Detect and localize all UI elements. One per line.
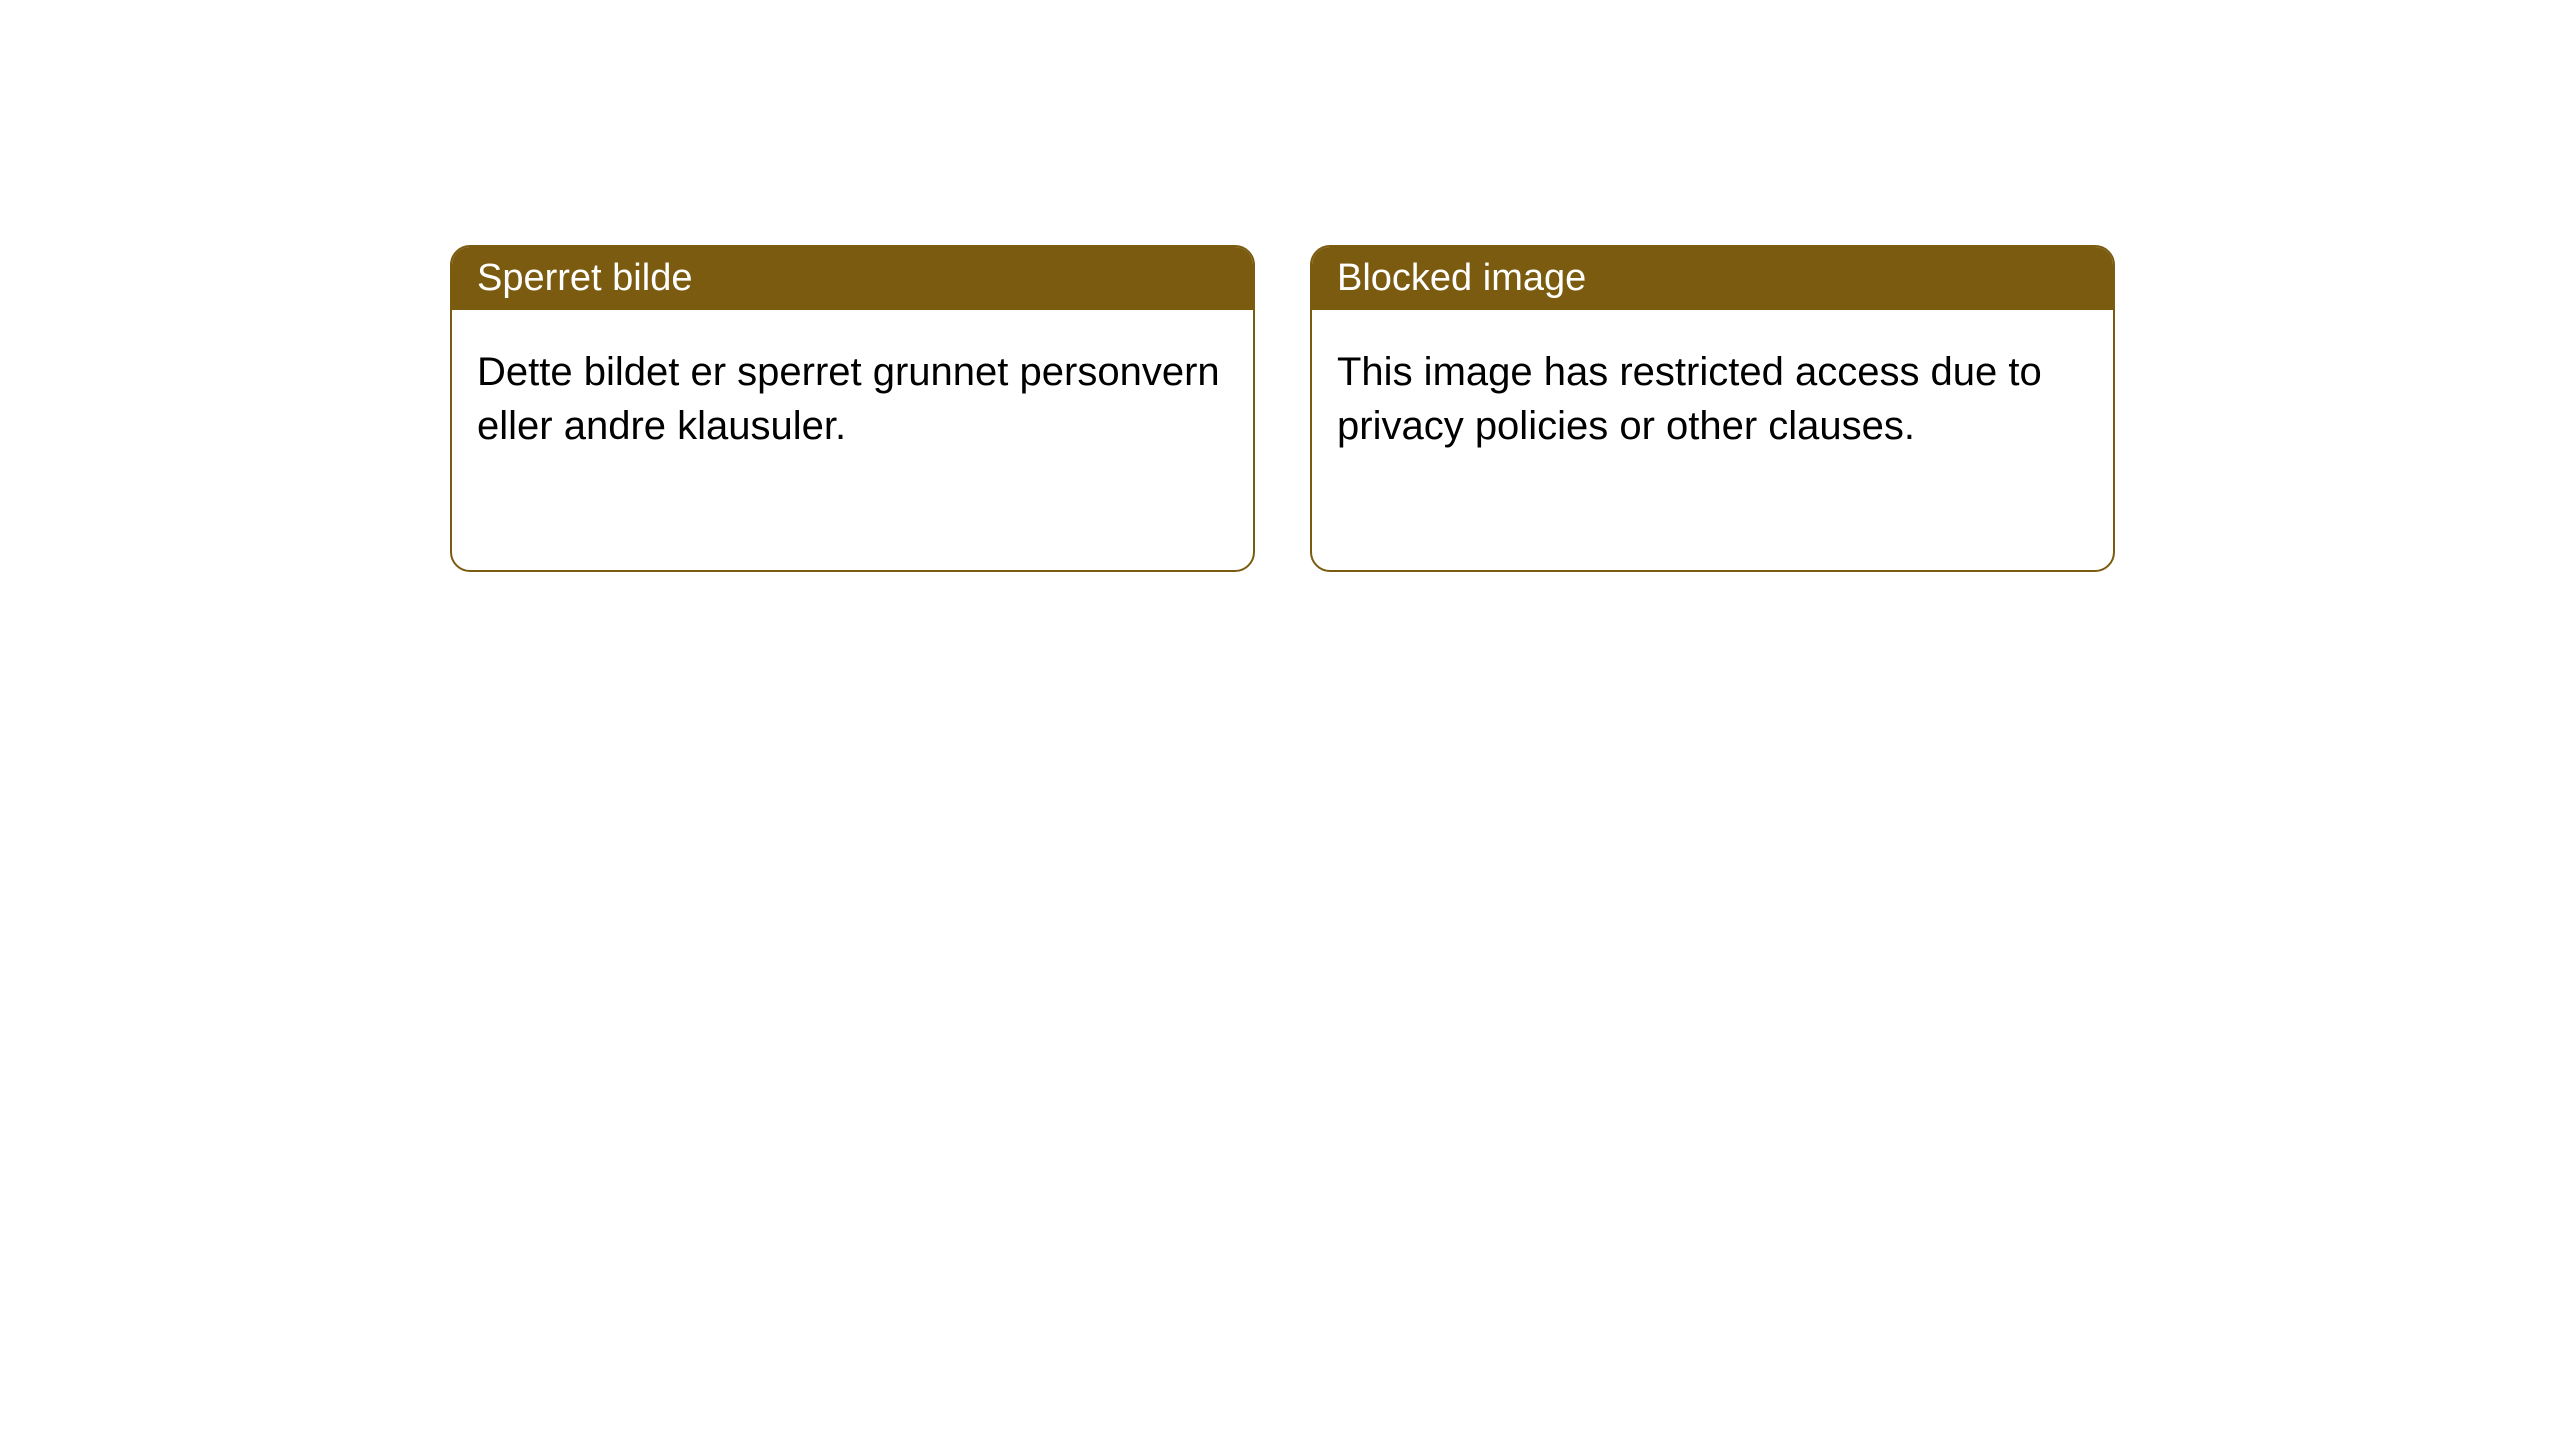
notice-body-text: This image has restricted access due to …	[1337, 350, 2042, 448]
notice-card-english: Blocked image This image has restricted …	[1310, 245, 2115, 572]
notice-title-text: Blocked image	[1337, 257, 1586, 299]
notice-card-title: Sperret bilde	[452, 247, 1253, 310]
notice-card-body: This image has restricted access due to …	[1312, 310, 2113, 570]
notice-body-text: Dette bildet er sperret grunnet personve…	[477, 350, 1220, 448]
notice-title-text: Sperret bilde	[477, 257, 692, 299]
notice-card-body: Dette bildet er sperret grunnet personve…	[452, 310, 1253, 570]
notice-card-norwegian: Sperret bilde Dette bildet er sperret gr…	[450, 245, 1255, 572]
notice-container: Sperret bilde Dette bildet er sperret gr…	[450, 245, 2115, 572]
notice-card-title: Blocked image	[1312, 247, 2113, 310]
